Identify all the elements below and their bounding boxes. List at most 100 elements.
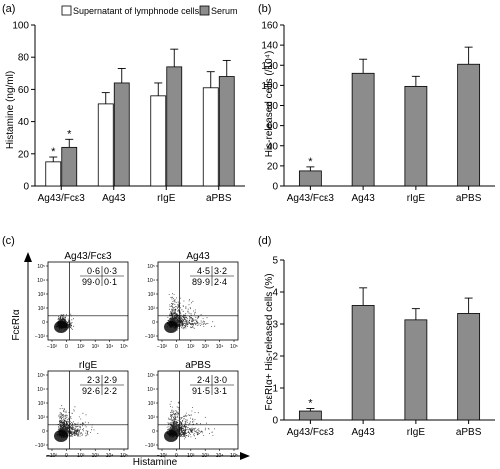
bar bbox=[202, 87, 219, 187]
quadrant-lower-left: 92·6 bbox=[82, 386, 100, 396]
x-tick-label: 0 bbox=[175, 344, 178, 350]
x-tick-label: 10³ bbox=[92, 453, 100, 459]
x-tick-label: 10⁵ bbox=[230, 344, 238, 350]
y-tick-label: 40 bbox=[267, 141, 279, 152]
quadrant-lower-left: 89·9 bbox=[192, 277, 210, 287]
bar bbox=[218, 76, 235, 187]
y-tick-label: −10² bbox=[145, 443, 155, 449]
y-tick-label: 20 bbox=[267, 161, 279, 172]
quadrant-lower-right: 2·4 bbox=[214, 277, 227, 287]
x-tick-label: 10⁴ bbox=[106, 453, 114, 459]
bar bbox=[113, 82, 130, 187]
quadrant-lower-right: 0·1 bbox=[104, 277, 117, 287]
arrow-x-head bbox=[240, 452, 250, 460]
quadrant-lower-left: 99·0 bbox=[82, 277, 100, 287]
x-tick-label: 10⁴ bbox=[216, 453, 224, 459]
legend-swatch-supernatant bbox=[61, 5, 72, 16]
y-tick-label: 20 bbox=[18, 149, 30, 160]
y-tick-label: 10³ bbox=[148, 292, 156, 298]
x-tick-label: 0 bbox=[175, 453, 178, 459]
quadrant-upper-right: 0·3 bbox=[104, 266, 117, 276]
x-tick-label: aPBS bbox=[456, 193, 482, 204]
x-tick-label: 10² bbox=[187, 344, 195, 350]
y-tick-label: 100 bbox=[261, 81, 278, 92]
y-tick-label: 10⁴ bbox=[37, 387, 45, 393]
x-tick-label: Ag43 bbox=[351, 427, 375, 438]
y-tick-label: 0 bbox=[272, 416, 278, 427]
x-tick-label: 0 bbox=[65, 344, 68, 350]
flow-plot-frame bbox=[47, 370, 129, 450]
chart-a: 0 20 40 60 80 100 Ag43/Fcε3 * * Ag43 rIgE aPBS bbox=[12, 21, 245, 204]
y-tick-label: 40 bbox=[18, 117, 30, 128]
panel-label-d: (d) bbox=[258, 235, 271, 247]
bar bbox=[351, 72, 375, 187]
x-tick-label: 10² bbox=[187, 453, 195, 459]
x-tick-label: 0 bbox=[65, 453, 68, 459]
x-tick-label: 10⁵ bbox=[120, 344, 128, 350]
y-tick-label: 80 bbox=[18, 53, 30, 64]
y-tick-label: 4 bbox=[272, 288, 278, 299]
x-tick-label: Ag43/Fcε3 bbox=[287, 427, 335, 438]
quadrant-upper-left: 0·6 bbox=[87, 266, 100, 276]
y-tick-label: 80 bbox=[267, 101, 279, 112]
y-tick-label: 0 bbox=[23, 182, 29, 193]
y-tick-label: 120 bbox=[261, 61, 278, 72]
bar bbox=[351, 305, 375, 421]
x-tick-label: Ag43 bbox=[102, 193, 126, 204]
bar bbox=[166, 66, 183, 187]
legend-label-supernatant: Supernatant of lymphnode cells bbox=[73, 6, 200, 16]
quadrant-upper-left: 2·3 bbox=[87, 375, 100, 385]
event-density-core bbox=[164, 429, 178, 442]
y-tick-label: 160 bbox=[261, 21, 278, 32]
quadrant-upper-right: 3·2 bbox=[214, 266, 227, 276]
x-tick-label: 10⁵ bbox=[230, 453, 238, 459]
quadrant-lower-right: 3·1 bbox=[214, 386, 227, 396]
y-tick-label: −10² bbox=[35, 443, 45, 449]
bar bbox=[298, 410, 322, 421]
y-tick-label: 2 bbox=[272, 352, 278, 363]
quadrant-lower-left: 91·5 bbox=[192, 386, 210, 396]
y-tick-label: 10⁴ bbox=[37, 278, 45, 284]
x-tick-label: −10² bbox=[47, 453, 57, 459]
x-tick-label: −10² bbox=[157, 453, 167, 459]
flow-plot: rIgE 2·3 2·9 92·6 2·2 10⁵ 10⁴ 10³ 10² 0 −10²−10² 0 1… bbox=[35, 360, 129, 459]
y-tick-label: 10⁴ bbox=[147, 387, 155, 393]
flow-plot-frame bbox=[47, 261, 129, 341]
x-tick-label: Ag43 bbox=[351, 193, 375, 204]
panel-label-a: (a) bbox=[2, 3, 15, 15]
y-tick-label: 1 bbox=[272, 384, 278, 395]
x-tick-label: 10⁵ bbox=[120, 453, 128, 459]
y-tick-label: 10² bbox=[38, 415, 46, 421]
y-tick-label: 0 bbox=[152, 320, 155, 326]
event-density-core bbox=[54, 429, 68, 442]
y-tick-label: 100 bbox=[12, 21, 29, 32]
significance-mark: * bbox=[51, 146, 56, 158]
flow-plot-title: Ag43/Fcε3 bbox=[64, 251, 112, 262]
flow-plot-title: Ag43 bbox=[186, 251, 210, 262]
xlabel-c: Histamine bbox=[133, 457, 178, 468]
event-density-core bbox=[164, 320, 178, 333]
x-tick-label: rIgE bbox=[407, 427, 426, 438]
bar bbox=[457, 63, 481, 187]
x-tick-label: 10⁴ bbox=[106, 344, 114, 350]
x-tick-label: 10³ bbox=[202, 344, 210, 350]
x-tick-label: aPBS bbox=[456, 427, 482, 438]
y-tick-label: 10² bbox=[148, 415, 156, 421]
ylabel-b: His-released cells (/10⁴) bbox=[264, 51, 275, 158]
y-tick-label: 0 bbox=[42, 320, 45, 326]
bar bbox=[61, 146, 78, 187]
x-tick-label: rIgE bbox=[157, 193, 176, 204]
panel-label-b: (b) bbox=[258, 3, 271, 15]
y-tick-label: 140 bbox=[261, 41, 278, 52]
bar bbox=[404, 319, 428, 421]
x-tick-label: −10² bbox=[157, 344, 167, 350]
significance-mark: * bbox=[308, 156, 313, 168]
y-tick-label: 10⁴ bbox=[147, 278, 155, 284]
quadrant-upper-left: 2·4 bbox=[197, 375, 210, 385]
significance-mark: * bbox=[67, 128, 72, 140]
ylabel-d: FcεRIα+ His-released cells (%) bbox=[264, 273, 275, 410]
x-tick-label: −10² bbox=[47, 344, 57, 350]
y-tick-label: −10² bbox=[35, 334, 45, 340]
